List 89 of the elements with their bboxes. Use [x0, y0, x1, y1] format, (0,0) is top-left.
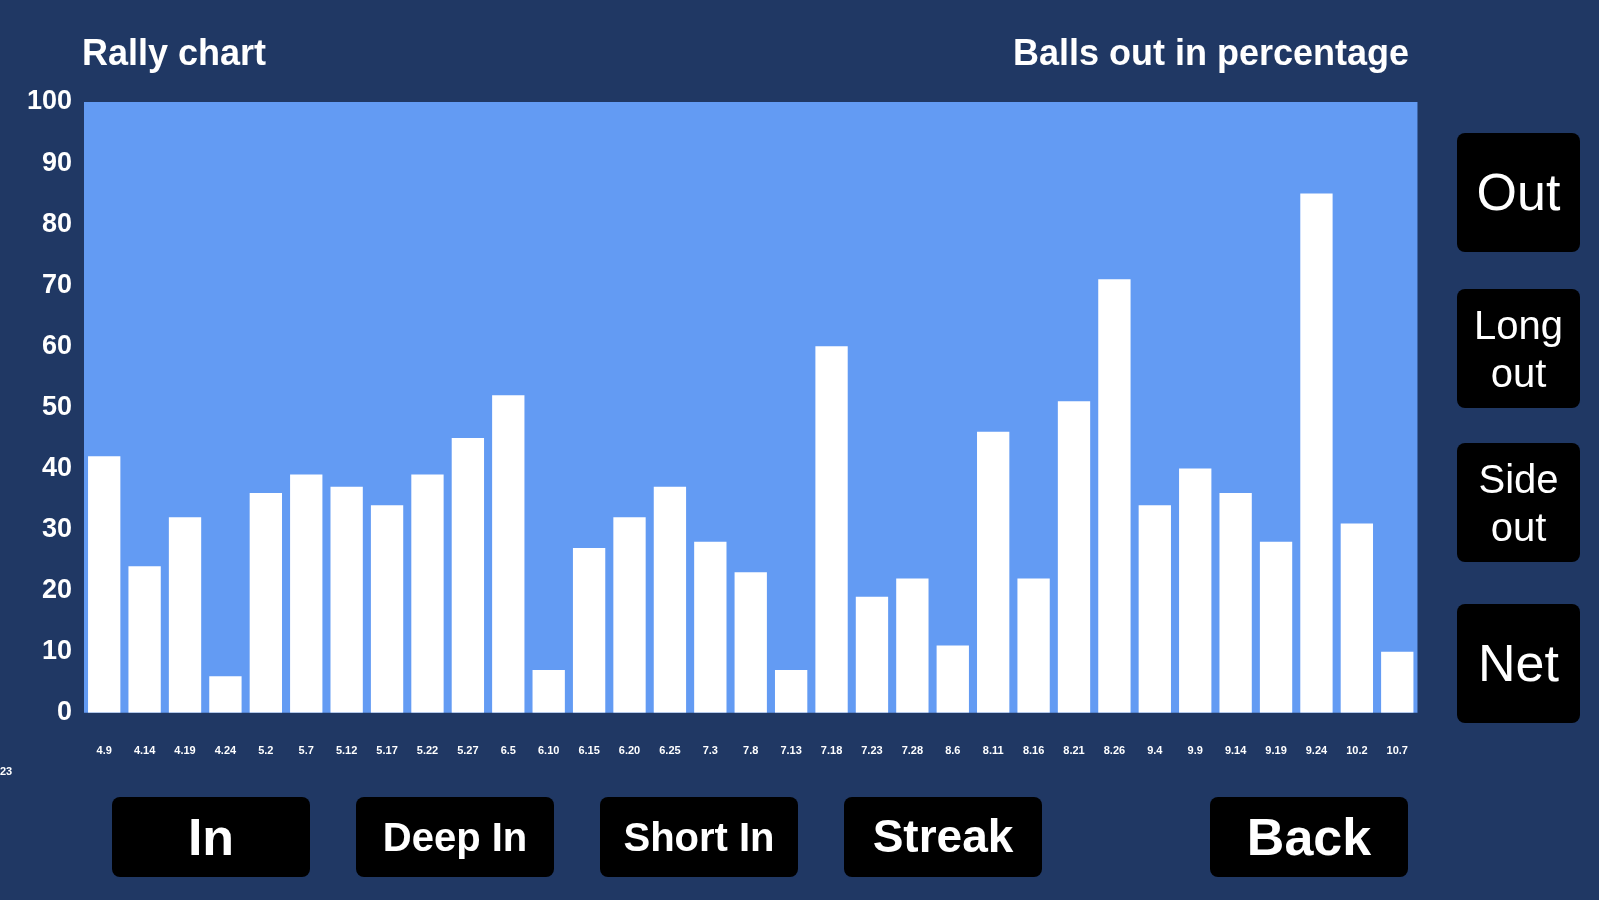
y-tick-label: 30	[41, 513, 72, 544]
button: Streak	[844, 797, 1042, 877]
x-tick-label: 10.7	[1386, 744, 1408, 757]
bar	[1098, 279, 1131, 713]
bar	[290, 474, 323, 713]
bar	[88, 456, 121, 713]
x-tick-label: 4.24	[214, 744, 238, 757]
button: Long out	[1457, 289, 1580, 408]
chart-subtitle: Balls out in percentage	[1012, 32, 1409, 74]
x-tick-label: 8.6	[945, 744, 961, 757]
bar	[209, 676, 242, 713]
button: In	[112, 797, 310, 877]
bar	[1219, 492, 1252, 713]
bar	[734, 572, 767, 713]
bar	[411, 474, 444, 713]
x-tick-label: 9.19	[1265, 744, 1287, 757]
x-tick-label: 7.23	[861, 744, 883, 757]
bar	[1340, 523, 1374, 713]
x-tick-label: 5.27	[457, 744, 479, 757]
x-tick-label: 4.9	[96, 744, 112, 757]
bar	[694, 541, 727, 713]
bar	[855, 596, 889, 713]
x-tick-label: 8.26	[1103, 744, 1126, 757]
x-tick-label: 7.13	[780, 744, 802, 757]
bar	[613, 517, 646, 713]
x-tick-label: 9.14	[1224, 744, 1248, 757]
bar	[774, 670, 808, 713]
x-tick-label: 7.28	[901, 744, 924, 757]
bar	[168, 517, 202, 713]
bar	[492, 395, 525, 713]
x-tick-label: 10.2	[1346, 744, 1368, 757]
x-tick-label: 6.25	[659, 744, 681, 757]
x-tick-label: 5.12	[335, 744, 358, 757]
bar	[1381, 651, 1414, 713]
button: Back	[1210, 797, 1408, 877]
y-tick-label: 100	[26, 85, 72, 116]
bar	[977, 431, 1010, 713]
bar	[896, 578, 929, 713]
text: 23	[0, 765, 13, 777]
button: Short In	[600, 797, 798, 877]
x-tick-label: 4.19	[174, 744, 196, 757]
x-tick-label: 5.2	[258, 744, 274, 757]
bar	[1179, 468, 1212, 713]
x-tick-label: 9.24	[1305, 744, 1329, 757]
bar	[532, 670, 565, 713]
bar	[1300, 193, 1333, 713]
x-tick-label: 6.10	[537, 744, 560, 757]
y-tick-label: 20	[41, 574, 72, 605]
y-tick-label: 40	[41, 451, 72, 482]
x-tick-label: 7.3	[702, 744, 718, 757]
bar	[330, 486, 363, 713]
bar	[653, 486, 687, 713]
button: Net	[1457, 604, 1580, 723]
x-tick-label: 5.7	[298, 744, 314, 757]
y-tick-label: 50	[41, 390, 72, 421]
x-tick-label: 6.5	[500, 744, 516, 757]
chart-title: Rally chart	[82, 32, 267, 74]
button: Side out	[1457, 443, 1580, 562]
x-tick-label: 7.18	[820, 744, 843, 757]
bar	[936, 645, 969, 713]
y-tick-label: 60	[41, 329, 72, 360]
bar	[1017, 578, 1050, 713]
x-tick-label: 6.15	[578, 744, 600, 757]
x-tick-label: 5.17	[376, 744, 398, 757]
bar	[1259, 541, 1293, 713]
y-tick-label: 90	[41, 146, 72, 177]
y-tick-label: 70	[41, 268, 72, 299]
button: Deep In	[356, 797, 554, 877]
bar	[128, 566, 161, 713]
x-tick-label: 8.21	[1063, 744, 1085, 757]
bar	[370, 505, 404, 713]
x-tick-label: 5.22	[416, 744, 439, 757]
y-tick-label: 10	[41, 635, 72, 666]
y-tick-label: 0	[56, 696, 72, 727]
x-tick-label: 8.16	[1022, 744, 1045, 757]
bar	[815, 346, 848, 713]
x-tick-label: 6.20	[618, 744, 641, 757]
bar	[1057, 401, 1091, 713]
bar	[572, 547, 606, 713]
bar	[1138, 505, 1171, 713]
bar	[249, 492, 282, 713]
button: Out	[1457, 133, 1580, 252]
x-tick-label: 9.4	[1147, 744, 1164, 757]
y-tick-label: 80	[41, 207, 72, 238]
x-tick-label: 7.8	[743, 744, 759, 757]
bar	[451, 437, 485, 713]
x-tick-label: 9.9	[1187, 744, 1203, 757]
x-tick-label: 8.11	[982, 744, 1004, 757]
x-tick-label: 4.14	[133, 744, 157, 757]
